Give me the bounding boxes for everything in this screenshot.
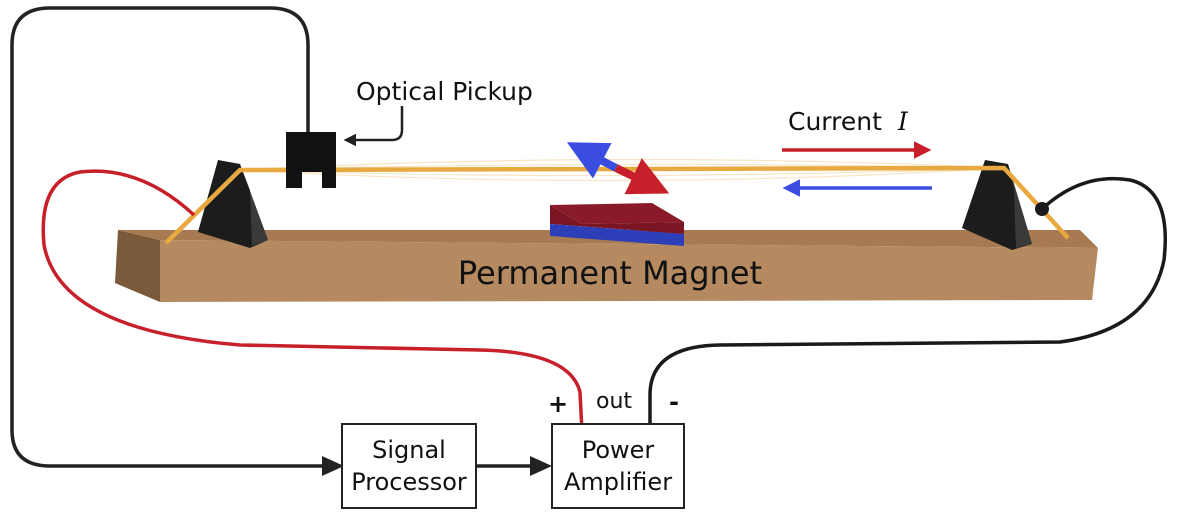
left-support [198, 160, 268, 248]
current-label-text: Current [788, 107, 882, 136]
pickup-feedback-wire [10, 6, 330, 468]
magnet-front-red [550, 205, 684, 234]
moment-arrow-blue [566, 142, 618, 179]
current-symbol: I [897, 107, 909, 136]
processor-to-amplifier-arrowhead [530, 456, 552, 476]
right-support [962, 160, 1032, 250]
pickup-feedback-arrowhead [322, 456, 344, 476]
out-terminal-label: out [596, 389, 632, 414]
negative-wire [648, 176, 1168, 432]
current-label: Current I [788, 107, 909, 136]
optical-pickup-label: Optical Pickup [356, 77, 533, 106]
power-amplifier-label-line1: Power [582, 436, 655, 464]
optical-pickup-slot [302, 150, 322, 172]
left-support-face [240, 164, 268, 246]
signal-processor-box [341, 423, 477, 509]
power-amplifier-box [551, 423, 685, 509]
negative-wire-connector [1035, 202, 1049, 216]
power-amplifier-label-line2: Amplifier [564, 468, 672, 496]
positive-wire [41, 169, 584, 433]
moment-arrow-red [614, 158, 670, 195]
minus-terminal-label: - [669, 388, 679, 416]
magnet-top [550, 203, 684, 224]
signal-processor-label-line1: Signal [372, 436, 446, 464]
magnet-front-blue [550, 224, 684, 246]
base-front-face [160, 240, 1098, 302]
optical-pickup-pointer [343, 106, 404, 147]
right-support-face [1008, 164, 1032, 248]
base-side-face [115, 230, 160, 302]
permanent-magnet-label: Permanent Magnet [458, 254, 762, 292]
plus-terminal-label: + [548, 390, 568, 418]
signal-processor-label-line2: Processor [351, 468, 467, 496]
